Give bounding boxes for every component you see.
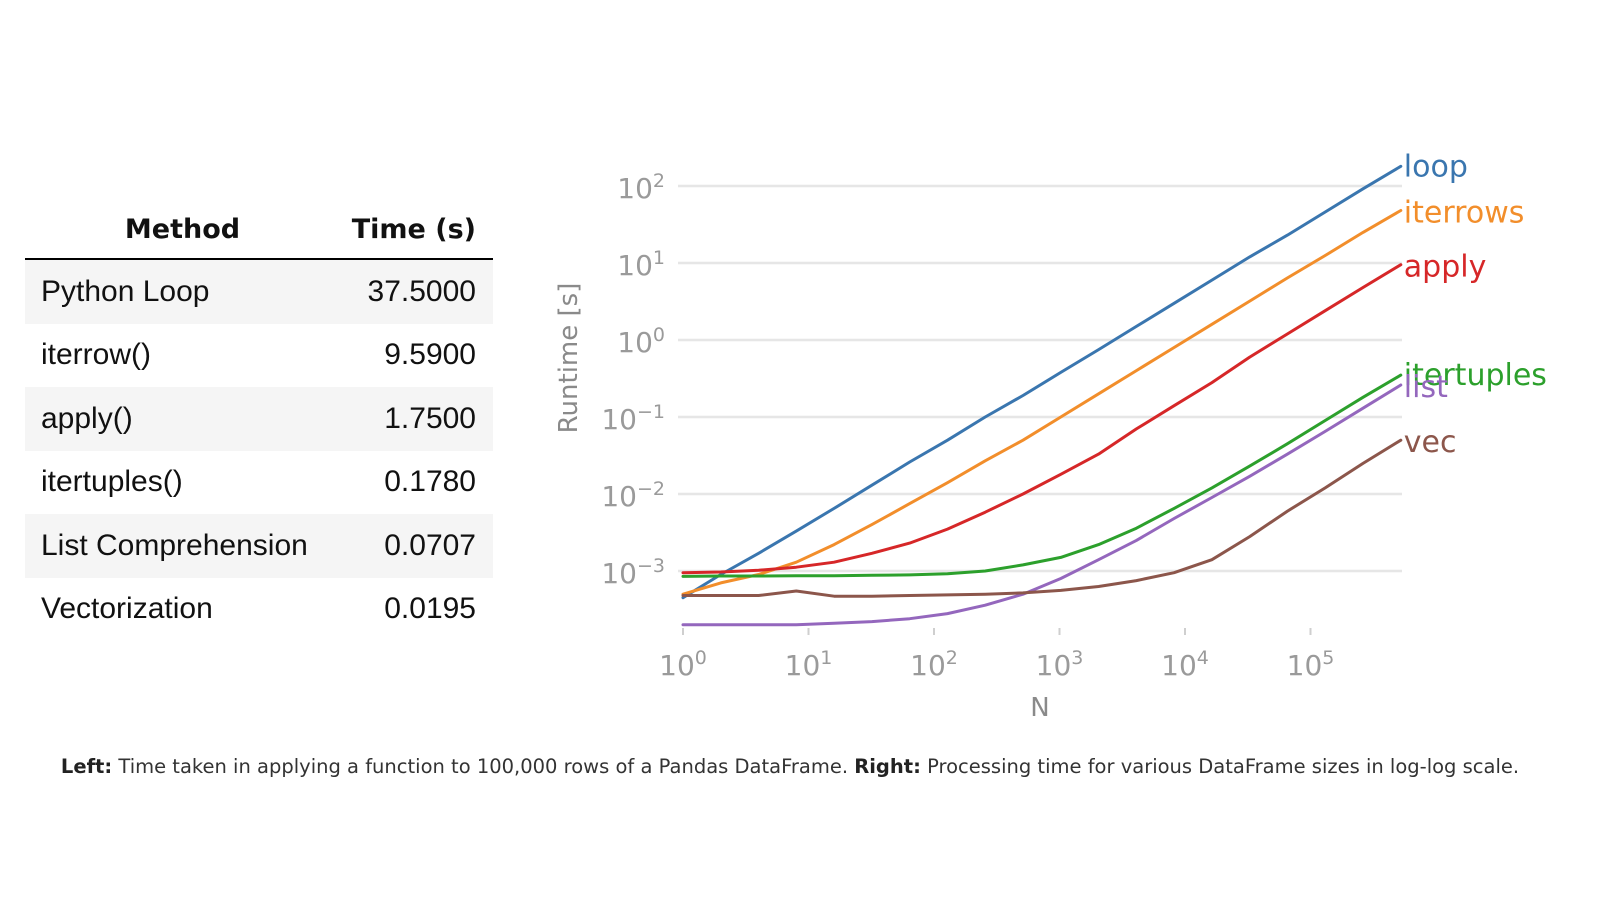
figure-caption: Left: Time taken in applying a function … <box>0 755 1580 778</box>
cell-method: itertuples() <box>41 465 183 499</box>
caption-left-label: Left: <box>60 755 113 778</box>
table-row: Vectorization 0.0195 <box>25 578 493 642</box>
series-line-loop <box>681 164 1403 600</box>
y-tick-exponent: −2 <box>637 478 665 500</box>
series-label-itertuples: itertuples <box>1404 358 1547 393</box>
x-tick-exponent: 1 <box>820 647 832 669</box>
y-tick-base: 10 <box>617 172 653 205</box>
y-tick-label: 102 <box>617 170 665 205</box>
y-tick-base: 10 <box>601 480 637 513</box>
x-axis-title: N <box>1030 693 1049 723</box>
cell-method: apply() <box>41 401 133 435</box>
x-tick-exponent: 5 <box>1322 647 1334 669</box>
caption-right-text: Processing time for various DataFrame si… <box>927 755 1520 778</box>
y-tick-label: 101 <box>617 247 665 282</box>
series-line-itertuples <box>681 373 1403 578</box>
x-tick-exponent: 2 <box>946 647 958 669</box>
series-line-list <box>681 383 1403 627</box>
x-tick-exponent: 0 <box>695 647 707 669</box>
cell-time: 0.0195 <box>384 592 476 626</box>
series-line-iterrows <box>681 209 1403 596</box>
x-tick-label: 105 <box>1287 647 1335 682</box>
y-tick-base: 10 <box>601 403 637 436</box>
y-tick-label: 10−3 <box>601 555 665 590</box>
grid-lines <box>678 184 1402 573</box>
series-label-vec: vec <box>1404 425 1457 460</box>
x-tick-label: 102 <box>910 647 958 682</box>
table-row: apply() 1.7500 <box>25 387 493 451</box>
table-row: itertuples() 0.1780 <box>25 451 493 515</box>
y-tick-base: 10 <box>617 249 653 282</box>
y-tick-base: 10 <box>601 557 637 590</box>
series-line-apply <box>681 263 1403 575</box>
x-tick-label: 103 <box>1036 647 1084 682</box>
x-tick-exponent: 4 <box>1197 647 1209 669</box>
cell-method: Python Loop <box>41 274 210 308</box>
series-lines <box>681 164 1403 627</box>
table-row: Python Loop 37.5000 <box>25 259 493 324</box>
y-tick-exponent: 2 <box>653 170 665 192</box>
y-axis-title: Runtime [s] <box>554 283 584 434</box>
x-tick-label: 100 <box>659 647 707 682</box>
table-row: List Comprehension 0.0707 <box>25 514 493 578</box>
series-label-list: list <box>1404 370 1448 405</box>
series-label-iterrows: iterrows <box>1404 196 1525 231</box>
cell-time: 9.5900 <box>384 338 476 372</box>
y-tick-exponent: 1 <box>653 247 665 269</box>
table-row: iterrow() 9.5900 <box>25 324 493 388</box>
x-tick-base: 10 <box>659 649 695 682</box>
table-header-row: Method Time (s) <box>25 200 493 259</box>
header-time: Time (s) <box>351 213 476 245</box>
x-tick-base: 10 <box>1036 649 1072 682</box>
y-tick-label: 10−2 <box>601 478 665 513</box>
x-tick-base: 10 <box>1161 649 1197 682</box>
cell-method: Vectorization <box>41 592 213 626</box>
cell-time: 37.5000 <box>367 274 476 308</box>
x-tick-exponent: 3 <box>1071 647 1083 669</box>
y-tick-label: 100 <box>617 324 665 359</box>
y-tick-base: 10 <box>617 326 653 359</box>
y-tick-exponent: 0 <box>653 324 665 346</box>
x-tick-base: 10 <box>910 649 946 682</box>
cell-method: iterrow() <box>41 338 151 372</box>
x-tick-label: 101 <box>785 647 833 682</box>
header-method: Method <box>124 213 241 245</box>
series-label-apply: apply <box>1404 250 1487 285</box>
x-tick-base: 10 <box>785 649 821 682</box>
caption-right-label: Right: <box>854 755 921 778</box>
cell-method: List Comprehension <box>41 528 308 562</box>
series-line-vec <box>681 438 1403 598</box>
x-axis-ticks: 100 101 102 103 104 105 <box>659 628 1334 682</box>
x-tick-label: 104 <box>1161 647 1209 682</box>
cell-time: 0.0707 <box>384 528 476 562</box>
y-tick-exponent: −3 <box>637 555 665 577</box>
y-tick-exponent: −1 <box>637 401 665 423</box>
x-tick-base: 10 <box>1287 649 1323 682</box>
caption-left-text: Time taken in applying a function to 100… <box>118 755 849 778</box>
timing-table: Method Time (s) Python Loop 37.5000 iter… <box>25 200 493 641</box>
y-tick-label: 10−1 <box>601 401 665 436</box>
cell-time: 1.7500 <box>384 401 476 435</box>
cell-time: 0.1780 <box>384 465 476 499</box>
series-label-loop: loop <box>1404 149 1468 184</box>
